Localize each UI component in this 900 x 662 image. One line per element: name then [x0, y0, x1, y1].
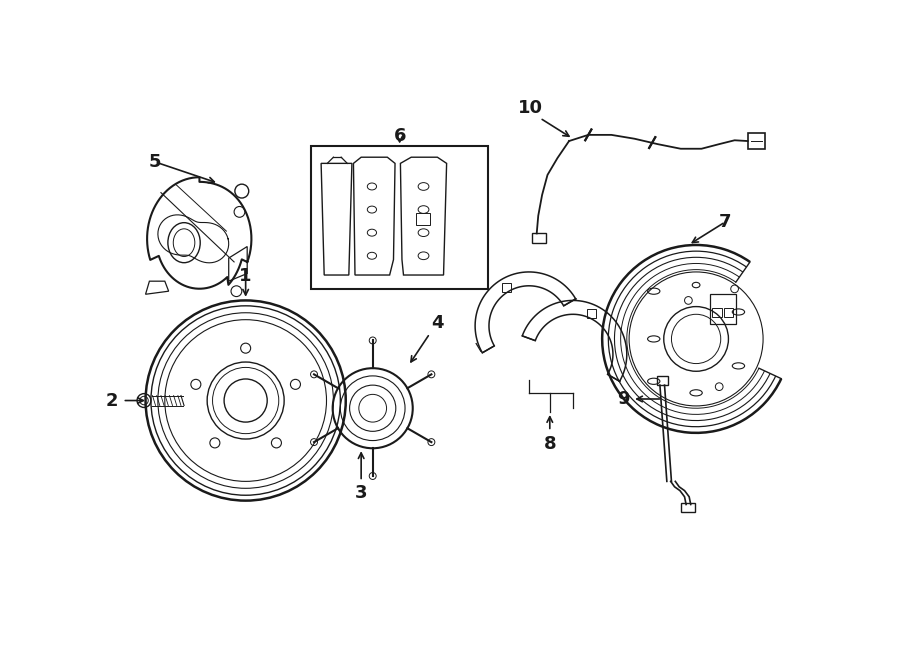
- Bar: [502, 283, 511, 292]
- Text: 1: 1: [239, 267, 252, 285]
- Text: 6: 6: [393, 127, 406, 146]
- Bar: [311, 146, 488, 289]
- Text: 4: 4: [431, 314, 444, 332]
- Text: 2: 2: [105, 391, 118, 410]
- Bar: [724, 308, 733, 317]
- Bar: [587, 309, 597, 318]
- Text: 9: 9: [616, 390, 629, 408]
- Bar: [416, 213, 429, 225]
- Bar: [681, 503, 696, 512]
- Bar: [748, 133, 765, 149]
- Bar: [657, 376, 668, 385]
- Text: 5: 5: [148, 153, 161, 171]
- Text: 7: 7: [719, 213, 732, 231]
- Bar: [532, 234, 546, 243]
- Text: 3: 3: [355, 484, 367, 502]
- Bar: [712, 308, 723, 317]
- Text: 10: 10: [518, 99, 543, 117]
- Text: 8: 8: [544, 436, 556, 453]
